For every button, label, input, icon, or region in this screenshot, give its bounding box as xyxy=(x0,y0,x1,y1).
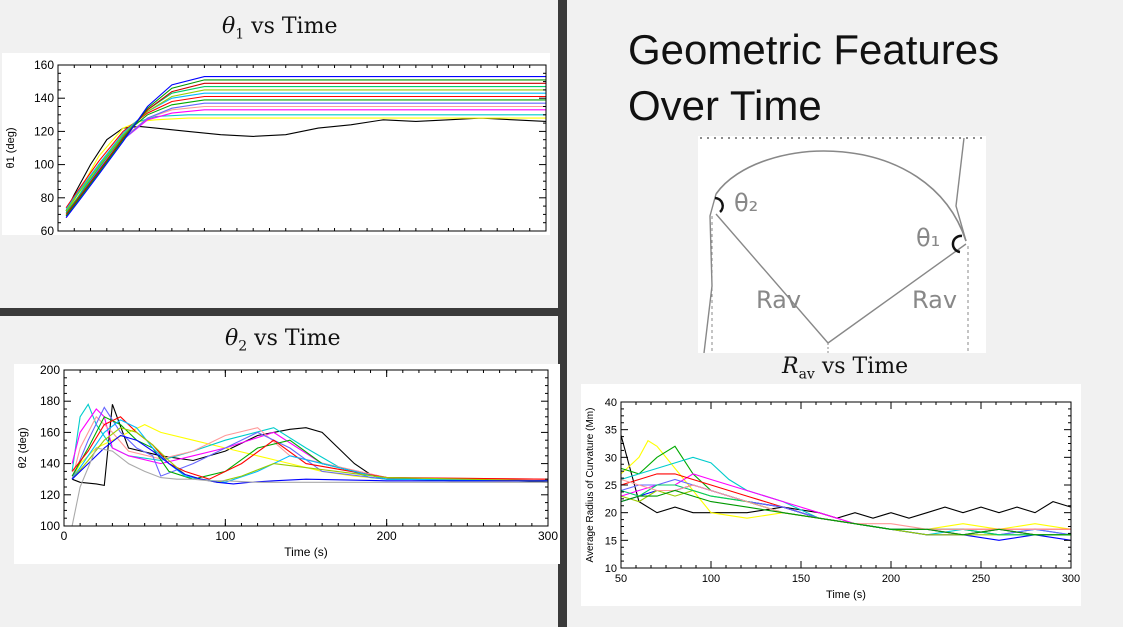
theta1-ytick-label: 80 xyxy=(41,191,55,205)
rav-ylabel: Average Radius of Curvature (Mm) xyxy=(585,408,596,563)
theta1-ytick-label: 140 xyxy=(34,91,54,105)
rav-xtick-label: 50 xyxy=(615,573,627,585)
theta2-series-7 xyxy=(71,416,549,480)
rav-ytick-label: 40 xyxy=(605,397,617,409)
theta1-series-6 xyxy=(65,99,546,212)
left-leg xyxy=(703,193,717,354)
theta2-xtick-label: 0 xyxy=(61,529,68,543)
theta1-panel-title: θ1 vs Time xyxy=(222,14,337,42)
geometry-diagram-svg: θ₂ θ₁ Rav Rav xyxy=(700,137,984,354)
left-radius-line xyxy=(715,213,829,344)
theta2-series-2 xyxy=(71,403,549,482)
theta1-series-8 xyxy=(65,92,546,210)
title-var: θ xyxy=(225,326,239,351)
theta1-plot: 60 80 100 120 140 160 θ1 (deg) xyxy=(2,53,550,235)
rav-xtick-label: 200 xyxy=(882,573,900,585)
theta1-ytick-label: 160 xyxy=(34,58,54,72)
rav-series-0 xyxy=(620,435,1072,519)
theta2-series-9 xyxy=(71,427,549,483)
rav-ytick-label: 15 xyxy=(605,535,617,547)
theta2-ytick-label: 140 xyxy=(40,457,60,471)
theta2-series-6 xyxy=(71,416,549,482)
rav-ytick-label: 20 xyxy=(605,508,617,520)
rav-xtick-label: 100 xyxy=(702,573,720,585)
theta1-series-0 xyxy=(65,117,547,212)
theta1-chart-svg: 60 80 100 120 140 160 θ1 (deg) xyxy=(5,58,547,235)
rav-xtick-label: 300 xyxy=(1062,573,1080,585)
rav-panel-title: Rav vs Time xyxy=(782,354,908,382)
theta1-series-11 xyxy=(65,82,546,215)
rav-ytick-label: 25 xyxy=(605,480,617,492)
theta2-series-4 xyxy=(71,415,549,480)
theta2-panel-title: θ2 vs Time xyxy=(225,326,340,354)
theta1-series-2 xyxy=(65,114,546,217)
loop-arc xyxy=(715,150,967,242)
theta2-ytick-label: 100 xyxy=(40,519,60,533)
theta2-xtick-label: 100 xyxy=(215,529,235,543)
theta1-ytick-label: 120 xyxy=(34,124,54,138)
theta2-series-10 xyxy=(71,434,548,485)
theta1-series-7 xyxy=(65,95,546,209)
theta2-xtick-label: 200 xyxy=(377,529,397,543)
title-rest: vs Time xyxy=(247,326,341,351)
diagram-rav-left-label: Rav xyxy=(756,286,801,314)
vertical-divider xyxy=(558,0,567,627)
diagram-theta1-label: θ₁ xyxy=(916,224,940,252)
title-sub: 2 xyxy=(238,338,248,355)
slide-title-line1: Geometric Features xyxy=(628,26,1000,73)
theta1-series-12 xyxy=(65,79,546,217)
rav-series-3 xyxy=(620,456,1072,536)
slide-title: Geometric Features Over Time xyxy=(628,22,999,134)
rav-series-4 xyxy=(620,473,1071,536)
theta2-ytick-label: 160 xyxy=(40,425,60,439)
title-var: θ xyxy=(222,14,236,39)
theta2-xtick-label: 300 xyxy=(538,529,558,543)
diagram-theta2-label: θ₂ xyxy=(734,189,758,217)
theta2-series-8 xyxy=(71,419,549,483)
theta2-arc xyxy=(714,196,724,213)
rav-plot: 10 15 20 25 30 35 40 50 100 150 200 250 300 Time (s) A… xyxy=(581,384,1081,606)
theta2-ytick-label: 120 xyxy=(40,488,60,502)
theta2-ytick-label: 200 xyxy=(40,364,60,377)
theta1-series-13 xyxy=(65,76,546,219)
rav-ytick-label: 30 xyxy=(605,452,617,464)
theta2-ylabel: θ2 (deg) xyxy=(17,428,29,469)
theta2-plot: 100 120 140 160 180 200 0 100 200 300 Time (s) θ2 (… xyxy=(14,364,560,564)
title-var: R xyxy=(782,354,799,379)
rav-series-11 xyxy=(620,489,1071,536)
right-leg xyxy=(955,137,967,242)
title-sub: av xyxy=(798,366,815,383)
title-rest: vs Time xyxy=(814,354,909,379)
geometry-diagram: θ₂ θ₁ Rav Rav xyxy=(698,136,986,354)
rav-chart-svg: 10 15 20 25 30 35 40 50 100 150 200 250 300 Time (s) A… xyxy=(585,397,1080,601)
theta2-ytick-label: 180 xyxy=(40,394,60,408)
slide-title-line2: Over Time xyxy=(628,82,822,129)
rav-ytick-label: 35 xyxy=(605,425,617,437)
rav-series-7 xyxy=(620,478,1072,536)
theta1-ytick-label: 60 xyxy=(41,224,55,235)
theta1-ylabel: θ1 (deg) xyxy=(5,128,17,169)
theta1-series-1 xyxy=(65,117,546,215)
theta1-series-10 xyxy=(65,86,546,214)
theta2-series-11 xyxy=(71,447,548,527)
title-sub: 1 xyxy=(235,26,245,43)
theta2-series-1 xyxy=(71,423,549,482)
horizontal-divider xyxy=(0,308,558,316)
rav-ytick-label: 10 xyxy=(605,563,617,575)
rav-series-6 xyxy=(620,484,1072,541)
rav-xlabel: Time (s) xyxy=(826,589,866,601)
title-rest: vs Time xyxy=(244,14,338,39)
theta2-xlabel: Time (s) xyxy=(284,545,328,559)
right-radius-line xyxy=(827,243,967,344)
theta1-arc xyxy=(951,234,963,254)
rav-xtick-label: 250 xyxy=(972,573,990,585)
diagram-rav-right-label: Rav xyxy=(912,286,957,314)
theta1-ytick-label: 100 xyxy=(34,158,54,172)
theta1-series-9 xyxy=(65,89,546,212)
rav-xtick-label: 150 xyxy=(792,573,810,585)
